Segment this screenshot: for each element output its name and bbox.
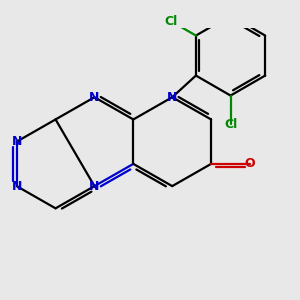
Text: N: N [167, 91, 177, 104]
Text: Cl: Cl [164, 15, 178, 28]
Text: O: O [245, 158, 255, 170]
Text: N: N [11, 180, 22, 193]
Text: N: N [89, 180, 100, 193]
Text: Cl: Cl [224, 118, 237, 131]
Text: N: N [11, 135, 22, 148]
Text: N: N [89, 91, 100, 104]
